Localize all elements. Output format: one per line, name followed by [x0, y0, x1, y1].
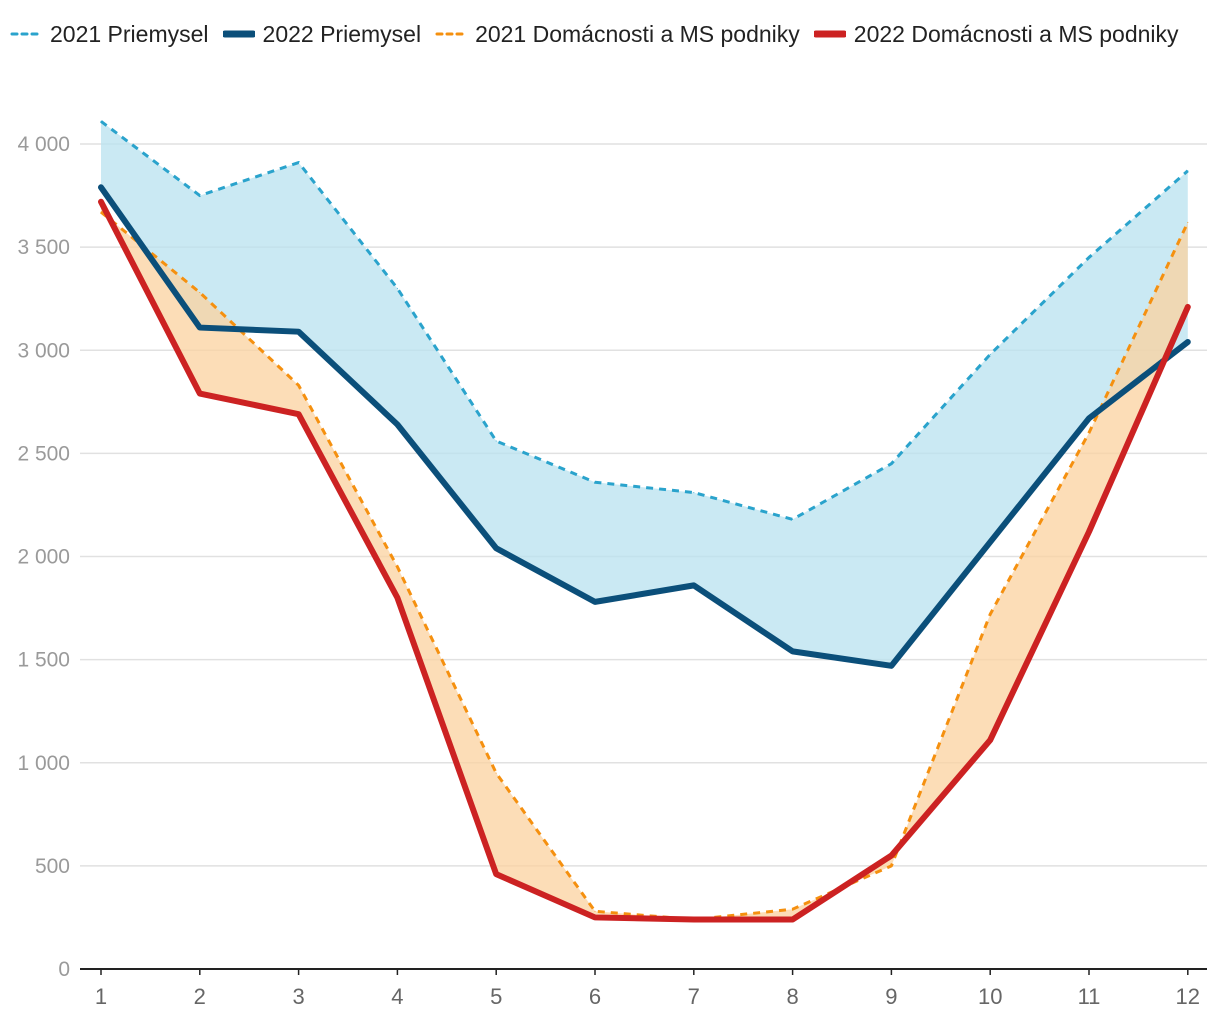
- y-tick-label: 3 000: [17, 339, 70, 362]
- data-point: [298, 413, 300, 415]
- data-point: [1187, 306, 1189, 308]
- data-point: [890, 463, 892, 465]
- legend-label: 2021 Domácnosti a MS podniky: [475, 20, 800, 47]
- y-tick-label: 2 500: [17, 442, 70, 465]
- x-tick-label: 12: [1176, 984, 1200, 1009]
- data-point: [199, 393, 201, 395]
- data-point: [495, 440, 497, 442]
- y-tick-label: 3 500: [17, 236, 70, 259]
- series-line: [100, 210, 1190, 921]
- data-point: [989, 541, 991, 543]
- data-point: [100, 120, 102, 122]
- data-point: [792, 518, 794, 520]
- data-point: [1187, 221, 1189, 223]
- data-point: [298, 162, 300, 164]
- data-point: [396, 597, 398, 599]
- x-tick-label: 6: [589, 984, 601, 1009]
- x-tick-label: 11: [1078, 984, 1101, 1009]
- data-point: [792, 650, 794, 652]
- data-point: [989, 739, 991, 741]
- data-point: [890, 665, 892, 667]
- data-point: [396, 424, 398, 425]
- data-point: [792, 908, 794, 910]
- data-point: [396, 287, 398, 289]
- data-point: [495, 547, 497, 549]
- data-point: [1187, 341, 1189, 343]
- y-tick-label: 2 000: [17, 546, 70, 569]
- x-tick-label: 2: [194, 984, 206, 1009]
- x-tick-label: 1: [95, 984, 107, 1009]
- data-point: [1088, 256, 1090, 258]
- data-point: [298, 384, 300, 386]
- data-point: [199, 327, 201, 329]
- legend-item: 2022 Domácnosti a MS podniky: [813, 12, 1179, 56]
- y-tick-label: 4 000: [17, 133, 70, 156]
- y-tick-label: 500: [35, 855, 70, 878]
- legend-item: 2022 Priemysel: [222, 12, 422, 56]
- legend-label: 2022 Priemysel: [262, 20, 422, 47]
- data-point: [495, 873, 497, 875]
- data-point: [594, 910, 596, 912]
- legend-swatch: [222, 30, 255, 38]
- series-line: [98, 198, 1191, 923]
- legend-swatch: [435, 32, 467, 36]
- legend-label: 2022 Domácnosti a MS podniky: [853, 20, 1179, 47]
- data-point: [1088, 432, 1090, 434]
- data-point: [100, 186, 102, 188]
- data-point: [1088, 417, 1090, 419]
- x-tick-label: 3: [292, 984, 304, 1009]
- x-tick-label: 7: [688, 984, 700, 1009]
- y-tick-label: 0: [58, 958, 70, 981]
- data-point: [199, 195, 201, 197]
- legend-item: 2021 Domácnosti a MS podniky: [435, 12, 800, 56]
- data-point: [890, 865, 892, 867]
- data-point: [1187, 170, 1189, 172]
- data-point: [792, 919, 794, 920]
- legend-label: 2021 Priemysel: [50, 20, 209, 47]
- chart-legend: 2021 Priemysel 2022 Priemysel 2021 Domácno…: [10, 12, 1210, 56]
- data-point: [199, 292, 201, 293]
- data-point: [693, 492, 695, 494]
- data-point: [1088, 531, 1090, 533]
- legend-item: 2021 Priemysel: [10, 12, 209, 56]
- data-point: [989, 613, 991, 615]
- data-point: [989, 353, 991, 355]
- y-tick-label: 1 500: [17, 649, 70, 672]
- data-point: [100, 211, 102, 213]
- data-point: [298, 331, 300, 333]
- data-point: [693, 584, 695, 586]
- data-point: [495, 772, 497, 774]
- series-line: [100, 120, 1189, 521]
- data-point: [594, 481, 596, 483]
- data-point: [890, 855, 892, 857]
- x-tick-label: 5: [490, 984, 502, 1009]
- data-point: [693, 919, 695, 920]
- x-tick-label: 4: [391, 984, 403, 1009]
- x-tick-label: 9: [885, 984, 897, 1009]
- data-point: [100, 201, 102, 203]
- series-line: [98, 184, 1191, 669]
- legend-swatch: [813, 30, 846, 38]
- x-tick-label: 10: [978, 984, 1002, 1009]
- data-point: [594, 601, 596, 603]
- data-point: [594, 916, 596, 918]
- legend-swatch: [10, 32, 42, 36]
- y-tick-label: 1 000: [17, 752, 70, 775]
- x-tick-label: 8: [786, 984, 798, 1009]
- data-point: [396, 566, 398, 568]
- band-area: [101, 121, 1188, 666]
